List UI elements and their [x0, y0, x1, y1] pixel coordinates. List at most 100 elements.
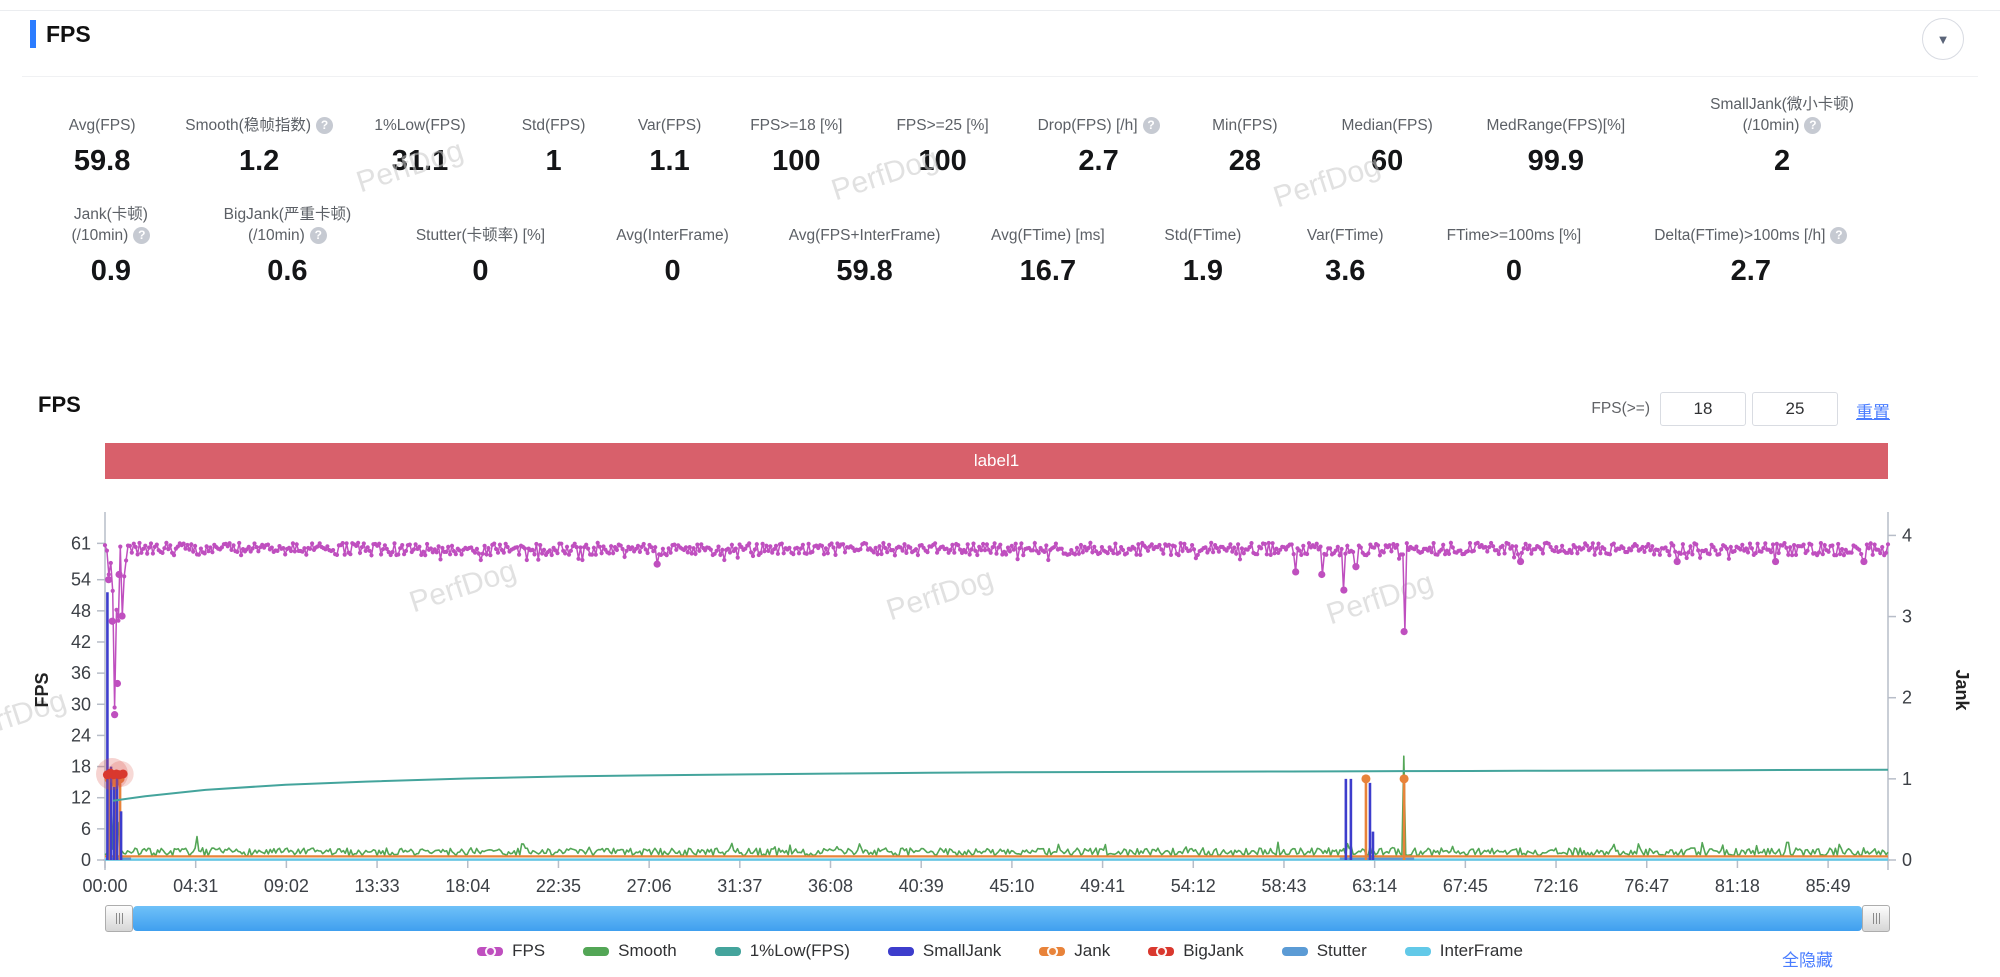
stats-row-2: Jank(卡顿) (/10min)? 0.9 BigJank(严重卡顿) (/10m… [30, 198, 1980, 288]
legend-item[interactable]: 1%Low(FPS) [714, 941, 850, 961]
stat-value: 99.9 [1527, 145, 1585, 177]
stat-value: 31.1 [391, 145, 449, 177]
legend-item[interactable]: SmallJank [887, 941, 1002, 961]
fps-threshold-label: FPS(>=) [1591, 400, 1650, 417]
svg-text:40:39: 40:39 [899, 876, 944, 896]
help-icon[interactable]: ? [1142, 117, 1160, 134]
svg-text:0: 0 [1902, 850, 1912, 870]
stat-item: BigJank(严重卡顿) (/10min)? 0.6 [192, 198, 383, 288]
stat-value: 0.6 [267, 255, 308, 287]
svg-text:09:02: 09:02 [264, 876, 309, 896]
stat-label: Var(FTime) [1306, 227, 1384, 244]
svg-text:13:33: 13:33 [355, 876, 400, 896]
svg-text:54:12: 54:12 [1171, 876, 1216, 896]
legend-swatch-icon [1039, 945, 1066, 957]
chart-label-banner: label1 [105, 443, 1888, 479]
svg-text:81:18: 81:18 [1715, 876, 1760, 896]
svg-text:42: 42 [71, 632, 91, 652]
help-icon[interactable]: ? [1804, 117, 1822, 134]
legend-swatch-icon [1281, 946, 1308, 956]
legend-item[interactable]: FPS [477, 941, 545, 961]
svg-text:31:37: 31:37 [717, 876, 762, 896]
stat-item: Std(FPS) 1 [496, 88, 611, 178]
stat-value: 0.9 [90, 255, 132, 287]
stat-label: Avg(FTime) [ms] [991, 227, 1105, 244]
stat-value: 60 [1371, 145, 1404, 177]
legend-label: 1%Low(FPS) [749, 941, 850, 960]
help-icon[interactable]: ? [1830, 227, 1848, 244]
stat-item: SmallJank(微小卡顿) (/10min)? 2 [1650, 88, 1913, 178]
stat-label: Std(FPS) [521, 117, 586, 134]
svg-text:22:35: 22:35 [536, 876, 581, 896]
legend-swatch-icon [1404, 946, 1431, 956]
help-icon[interactable]: ? [309, 227, 327, 244]
stat-label: Var(FPS) [637, 117, 702, 134]
svg-text:85:49: 85:49 [1806, 876, 1851, 896]
svg-text:00:00: 00:00 [82, 876, 127, 896]
stat-value: 100 [772, 145, 821, 177]
stat-value: 2.7 [1730, 255, 1771, 287]
stat-value: 59.8 [73, 145, 131, 177]
svg-text:04:31: 04:31 [173, 876, 218, 896]
svg-text:76:47: 76:47 [1624, 876, 1669, 896]
header-divider [22, 76, 1978, 77]
legend-label: SmallJank [922, 941, 1002, 960]
stat-value: 1.2 [238, 145, 280, 177]
hide-all-link[interactable]: 全隐藏 [1782, 951, 1833, 970]
svg-text:61: 61 [71, 533, 91, 553]
stat-item: Min(FPS) 28 [1177, 88, 1314, 178]
svg-text:36: 36 [71, 663, 91, 683]
svg-text:67:45: 67:45 [1443, 876, 1488, 896]
stat-label: Median(FPS) [1341, 117, 1433, 134]
svg-text:27:06: 27:06 [627, 876, 672, 896]
stat-item: Std(FTime) 1.9 [1134, 198, 1272, 288]
help-icon[interactable]: ? [315, 117, 333, 134]
grip-icon [118, 913, 120, 924]
stat-label: BigJank(严重卡顿) (/10min)? [223, 206, 352, 244]
stat-label: Avg(FPS+InterFrame) [788, 227, 941, 244]
stat-label: 1%Low(FPS) [374, 117, 466, 134]
legend-item[interactable]: Smooth [583, 941, 677, 961]
reset-link[interactable]: 重置 [1856, 403, 1890, 422]
scrollbar-track[interactable] [133, 906, 1862, 931]
stat-item: FPS>=25 [%] 100 [865, 88, 1021, 178]
fps-chart[interactable]: 61 54 48 42 36 30 24 18 12 6 0 4 3 2 1 0 00:00 04:31 09:02… [0, 488, 2000, 908]
svg-text:1: 1 [1902, 769, 1912, 789]
fps-threshold-input-2[interactable] [1752, 392, 1838, 426]
stat-value: 1.9 [1182, 255, 1224, 287]
stat-value: 0 [1505, 255, 1522, 287]
legend-item[interactable]: InterFrame [1404, 941, 1523, 961]
legend-item[interactable]: BigJank [1148, 941, 1244, 961]
stat-item: FPS>=18 [%] 100 [728, 88, 865, 178]
svg-text:30: 30 [71, 694, 91, 714]
stat-label: FPS>=18 [%] [750, 117, 843, 134]
stat-label: Std(FTime) [1164, 227, 1242, 244]
legend-label: Smooth [618, 941, 677, 960]
stat-item: Drop(FPS) [/h]? 2.7 [1021, 88, 1177, 178]
stat-item: Var(FTime) 3.6 [1272, 198, 1418, 288]
legend-item[interactable]: Stutter [1281, 941, 1367, 961]
stat-label: Drop(FPS) [/h]? [1021, 88, 1177, 136]
legend-item[interactable]: Jank [1039, 941, 1110, 961]
stat-value: 0 [472, 255, 489, 287]
stat-item: MedRange(FPS)[%] 99.9 [1461, 88, 1650, 178]
svg-text:2: 2 [1902, 688, 1912, 708]
svg-text:Jank: Jank [1952, 669, 1972, 711]
legend-swatch-icon [1148, 945, 1175, 957]
scrollbar-right-handle[interactable] [1862, 905, 1890, 932]
svg-text:48: 48 [71, 601, 91, 621]
chart-legend: FPS Smooth 1%Low(FPS) SmallJank Jank Big… [0, 941, 2000, 961]
stat-value: 2.7 [1078, 145, 1119, 177]
stat-item: Avg(FPS+InterFrame) 59.8 [767, 198, 962, 288]
fps-threshold-input-1[interactable] [1660, 392, 1746, 426]
svg-text:58:43: 58:43 [1261, 876, 1306, 896]
stat-label: Min(FPS) [1212, 117, 1278, 134]
collapse-button[interactable]: ▼ [1922, 18, 1964, 60]
stat-label: Avg(FPS) [68, 117, 136, 134]
scrollbar-left-handle[interactable] [105, 905, 133, 932]
legend-swatch-icon [887, 946, 914, 956]
stat-label: MedRange(FPS)[%] [1486, 117, 1626, 134]
help-icon[interactable]: ? [133, 227, 151, 244]
svg-text:4: 4 [1902, 525, 1912, 545]
